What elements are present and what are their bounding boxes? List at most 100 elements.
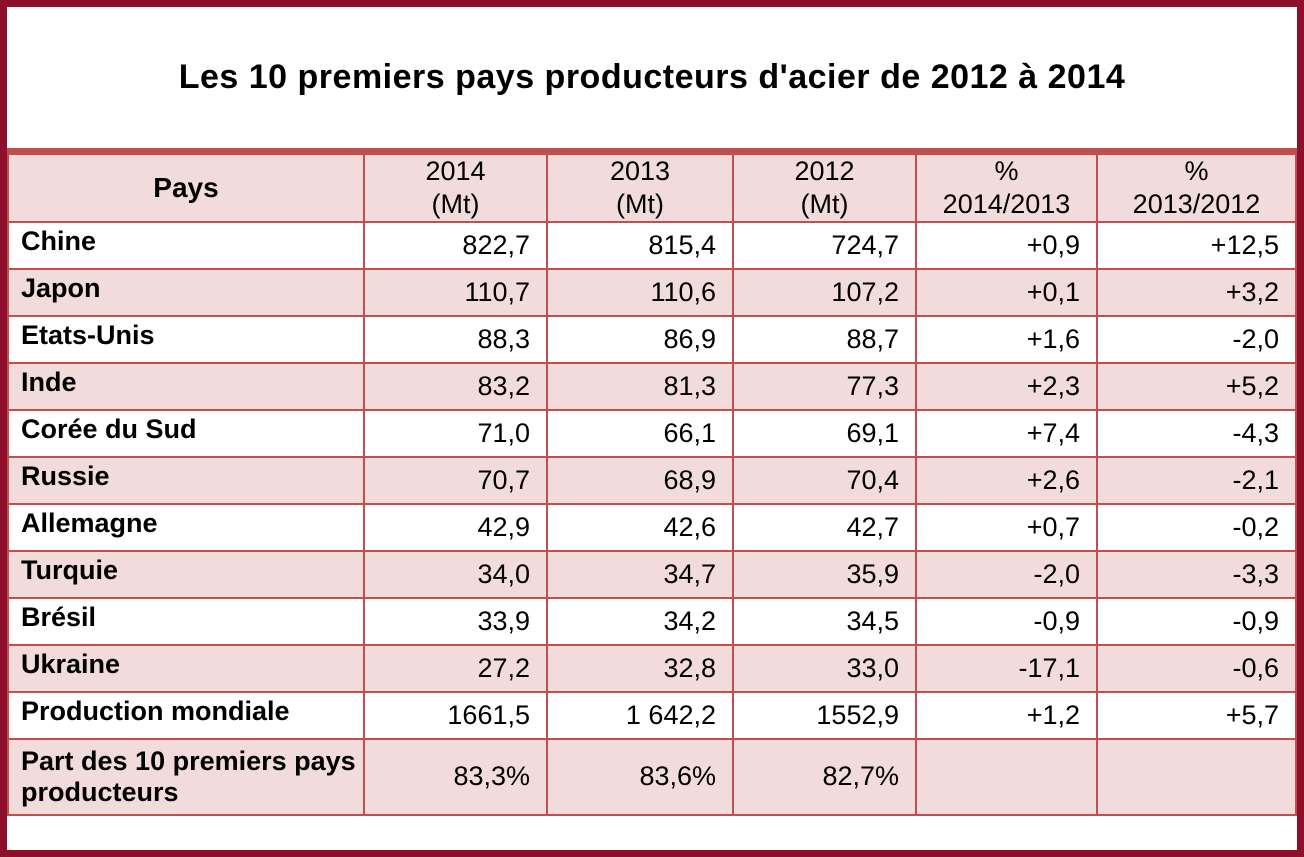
empty-cell [1096, 737, 1297, 816]
country-cell: Chine [7, 220, 365, 270]
share-2012-cell: 82,7% [732, 737, 917, 816]
pct-2014-2013-cell: +0,7 [915, 502, 1098, 552]
table-row-chine: Chine 822,7 815,4 724,7 +0,9 +12,5 [7, 220, 1297, 270]
pct-2013-2012-cell: +5,7 [1096, 690, 1297, 740]
pct-2013-2012-cell: +5,2 [1096, 361, 1297, 411]
pct-2014-2013-cell: +2,3 [915, 361, 1098, 411]
value-2014-cell: 27,2 [363, 643, 548, 693]
value-2012-cell: 1552,9 [732, 690, 917, 740]
row-label-cell: Production mondiale [7, 690, 365, 740]
header-pct-2014-2013: % 2014/2013 [915, 150, 1098, 223]
pct-2013-2012-cell: -2,1 [1096, 455, 1297, 505]
pct-2014-2013-cell: +0,9 [915, 220, 1098, 270]
value-2013-cell: 68,9 [546, 455, 734, 505]
pct-2014-2013-cell: +7,4 [915, 408, 1098, 458]
table-row-part-10-premiers: Part des 10 premiers pays producteurs 83… [7, 737, 1297, 816]
share-2013-cell: 83,6% [546, 737, 734, 816]
value-2012-cell: 88,7 [732, 314, 917, 364]
table-row-japon: Japon 110,7 110,6 107,2 +0,1 +3,2 [7, 267, 1297, 317]
header-pays: Pays [7, 150, 365, 223]
country-cell: Corée du Sud [7, 408, 365, 458]
value-2014-cell: 42,9 [363, 502, 548, 552]
pct-2014-2013-cell: +2,6 [915, 455, 1098, 505]
pct-2014-2013-cell: +0,1 [915, 267, 1098, 317]
header-2014: 2014 (Mt) [363, 150, 548, 223]
pct-2014-2013-cell: +1,2 [915, 690, 1098, 740]
header-2012: 2012 (Mt) [732, 150, 917, 223]
country-cell: Russie [7, 455, 365, 505]
pct-2013-2012-cell: -0,2 [1096, 502, 1297, 552]
value-2013-cell: 81,3 [546, 361, 734, 411]
table-row-russie: Russie 70,7 68,9 70,4 +2,6 -2,1 [7, 455, 1297, 505]
value-2013-cell: 34,2 [546, 596, 734, 646]
header-2012-year: 2012 [794, 156, 855, 186]
page-title: Les 10 premiers pays producteurs d'acier… [178, 58, 1126, 96]
pct-2013-2012-cell: -0,9 [1096, 596, 1297, 646]
value-2012-cell: 77,3 [732, 361, 917, 411]
value-2013-cell: 1 642,2 [546, 690, 734, 740]
table-row-turquie: Turquie 34,0 34,7 35,9 -2,0 -3,3 [7, 549, 1297, 599]
steel-production-table: Pays 2014 (Mt) 2013 (Mt) 2012 (Mt) % 2014/20… [7, 148, 1297, 816]
title-area: Les 10 premiers pays producteurs d'acier… [7, 7, 1297, 148]
header-pct-years: 2014/2013 [942, 188, 1071, 219]
table-row-allemagne: Allemagne 42,9 42,6 42,7 +0,7 -0,2 [7, 502, 1297, 552]
value-2014-cell: 71,0 [363, 408, 548, 458]
pct-2014-2013-cell: -17,1 [915, 643, 1098, 693]
table-row-coree-du-sud: Corée du Sud 71,0 66,1 69,1 +7,4 -4,3 [7, 408, 1297, 458]
country-cell: Ukraine [7, 643, 365, 693]
value-2014-cell: 822,7 [363, 220, 548, 270]
country-cell: Allemagne [7, 502, 365, 552]
country-cell: Inde [7, 361, 365, 411]
header-2012-unit: (Mt) [800, 188, 849, 219]
value-2012-cell: 42,7 [732, 502, 917, 552]
value-2012-cell: 69,1 [732, 408, 917, 458]
header-pct-sign: % [1184, 156, 1209, 186]
value-2012-cell: 70,4 [732, 455, 917, 505]
country-cell: Turquie [7, 549, 365, 599]
header-pct-years: 2013/2012 [1132, 188, 1261, 219]
value-2012-cell: 107,2 [732, 267, 917, 317]
value-2013-cell: 32,8 [546, 643, 734, 693]
share-2014-cell: 83,3% [363, 737, 548, 816]
value-2012-cell: 35,9 [732, 549, 917, 599]
country-cell: Japon [7, 267, 365, 317]
value-2012-cell: 724,7 [732, 220, 917, 270]
pct-2014-2013-cell: -2,0 [915, 549, 1098, 599]
row-label-cell: Part des 10 premiers pays producteurs [7, 737, 365, 816]
header-pct-sign: % [994, 156, 1019, 186]
table-row-inde: Inde 83,2 81,3 77,3 +2,3 +5,2 [7, 361, 1297, 411]
value-2013-cell: 110,6 [546, 267, 734, 317]
table-row-production-mondiale: Production mondiale 1661,5 1 642,2 1552,… [7, 690, 1297, 740]
pct-2013-2012-cell: -0,6 [1096, 643, 1297, 693]
country-cell: Brésil [7, 596, 365, 646]
value-2014-cell: 83,2 [363, 361, 548, 411]
header-pct-2013-2012: % 2013/2012 [1096, 150, 1297, 223]
value-2014-cell: 1661,5 [363, 690, 548, 740]
value-2013-cell: 86,9 [546, 314, 734, 364]
header-2013: 2013 (Mt) [546, 150, 734, 223]
header-2013-unit: (Mt) [616, 188, 664, 219]
value-2014-cell: 34,0 [363, 549, 548, 599]
value-2013-cell: 42,6 [546, 502, 734, 552]
header-2013-year: 2013 [609, 156, 671, 186]
table-row-ukraine: Ukraine 27,2 32,8 33,0 -17,1 -0,6 [7, 643, 1297, 693]
value-2014-cell: 88,3 [363, 314, 548, 364]
pct-2013-2012-cell: +3,2 [1096, 267, 1297, 317]
table-row-etats-unis: Etats-Unis 88,3 86,9 88,7 +1,6 -2,0 [7, 314, 1297, 364]
value-2014-cell: 33,9 [363, 596, 548, 646]
pct-2013-2012-cell: +12,5 [1096, 220, 1297, 270]
value-2014-cell: 70,7 [363, 455, 548, 505]
country-cell: Etats-Unis [7, 314, 365, 364]
pct-2013-2012-cell: -4,3 [1096, 408, 1297, 458]
value-2012-cell: 33,0 [732, 643, 917, 693]
value-2013-cell: 34,7 [546, 549, 734, 599]
table-row-bresil: Brésil 33,9 34,2 34,5 -0,9 -0,9 [7, 596, 1297, 646]
value-2013-cell: 815,4 [546, 220, 734, 270]
value-2013-cell: 66,1 [546, 408, 734, 458]
header-2014-unit: (Mt) [431, 188, 480, 219]
header-2014-year: 2014 [425, 156, 486, 186]
table-header-row: Pays 2014 (Mt) 2013 (Mt) 2012 (Mt) % 2014/20… [7, 150, 1297, 223]
value-2012-cell: 34,5 [732, 596, 917, 646]
value-2014-cell: 110,7 [363, 267, 548, 317]
pct-2014-2013-cell: +1,6 [915, 314, 1098, 364]
